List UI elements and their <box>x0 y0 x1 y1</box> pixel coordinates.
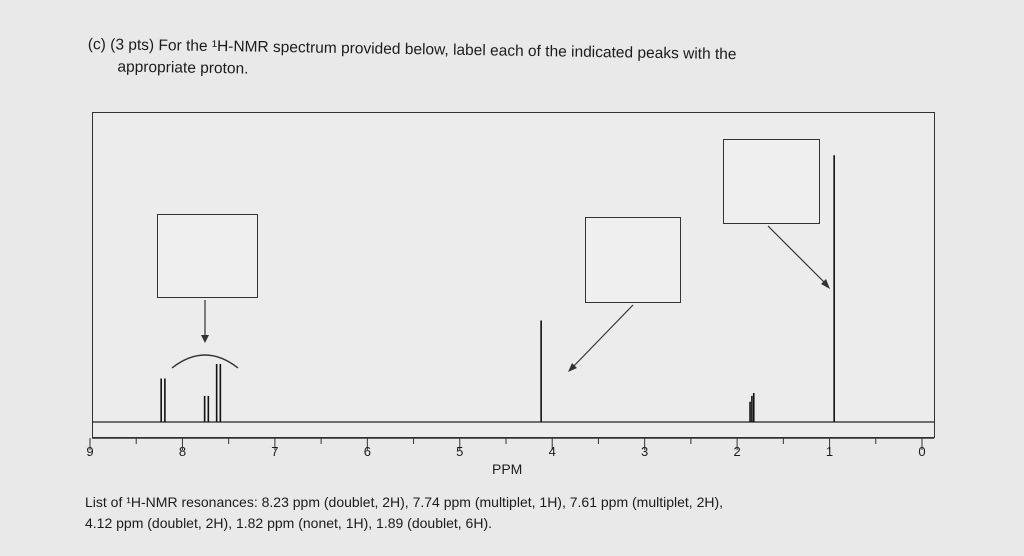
tick-label-6: 6 <box>363 444 371 459</box>
tick-label-2: 2 <box>733 444 741 459</box>
arrow-ch3 <box>767 225 829 287</box>
resonance-list: List of ¹H-NMR resonances: 8.23 ppm (dou… <box>85 492 985 534</box>
tick-label-5: 5 <box>456 444 464 459</box>
axis-title: PPM <box>492 461 523 477</box>
label-box-ch2[interactable] <box>585 217 681 303</box>
label-box-ch3[interactable] <box>723 139 820 224</box>
resonance-line2: 4.12 ppm (doublet, 2H), 1.82 ppm (nonet,… <box>85 515 493 531</box>
tick-label-0: 0 <box>918 444 926 459</box>
tick-label-3: 3 <box>641 444 649 459</box>
arrowhead-ch2 <box>568 363 577 372</box>
arrowhead-aromatic <box>201 335 209 343</box>
bracket-aromatic <box>171 354 239 369</box>
label-box-aromatic[interactable] <box>157 214 258 298</box>
tick-label-1: 1 <box>825 444 834 459</box>
resonance-line1: List of ¹H-NMR resonances: 8.23 ppm (dou… <box>85 494 724 510</box>
tick-label-4: 4 <box>548 444 556 459</box>
tick-label-7: 7 <box>271 444 279 459</box>
arrowhead-ch3 <box>821 279 830 289</box>
tick-label-8: 8 <box>178 444 187 459</box>
arrow-ch2 <box>569 304 634 371</box>
tick-label-9: 9 <box>86 444 94 459</box>
